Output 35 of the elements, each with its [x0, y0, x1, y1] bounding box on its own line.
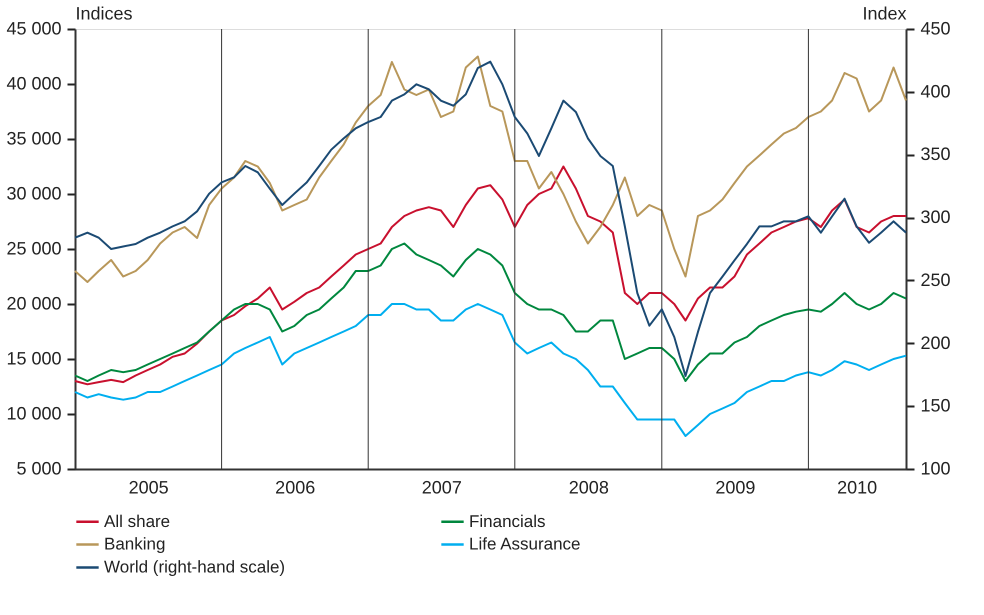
- y2-tick-label: 400: [920, 81, 951, 102]
- y2-tick-label: 250: [920, 270, 951, 290]
- line-series: [74, 303, 907, 437]
- x-tick-label: 2005: [128, 478, 169, 498]
- y-tick-label: 30 000: [6, 184, 62, 204]
- legend-label: Banking: [104, 534, 166, 554]
- y-tick-label: 40 000: [6, 74, 62, 94]
- legend-label: World (right-hand scale): [104, 558, 286, 576]
- line-series: [74, 166, 907, 386]
- legend-label: All share: [104, 512, 170, 531]
- legend-label: Life Assurance: [469, 534, 581, 554]
- y2-tick-label: 200: [920, 332, 951, 353]
- y-tick-label: 5 000: [16, 458, 62, 478]
- y-tick-label: 10 000: [6, 404, 62, 424]
- x-tick-label: 2010: [837, 478, 878, 498]
- y-tick-label: 35 000: [6, 128, 62, 148]
- y2-tick-label: 100: [920, 458, 951, 478]
- line-series: [74, 242, 907, 382]
- line-series: [74, 60, 907, 377]
- x-tick-label: 2006: [275, 478, 316, 498]
- legend-label: Financials: [469, 512, 546, 531]
- y-axis-title: Indices: [76, 4, 133, 24]
- y-tick-label: 45 000: [6, 18, 62, 38]
- y2-tick-label: 150: [920, 396, 951, 416]
- y2-axis-title: Index: [862, 4, 906, 24]
- y-tick-label: 25 000: [6, 238, 62, 258]
- y2-tick-label: 300: [920, 207, 951, 228]
- x-tick-label: 2009: [715, 478, 756, 498]
- line-series: [74, 56, 907, 283]
- y-tick-label: 15 000: [6, 348, 62, 368]
- y2-tick-label: 450: [920, 18, 951, 38]
- y-tick-label: 20 000: [6, 294, 62, 314]
- x-tick-label: 2007: [422, 478, 462, 498]
- x-tick-label: 2008: [568, 478, 609, 498]
- y2-tick-label: 350: [920, 144, 951, 164]
